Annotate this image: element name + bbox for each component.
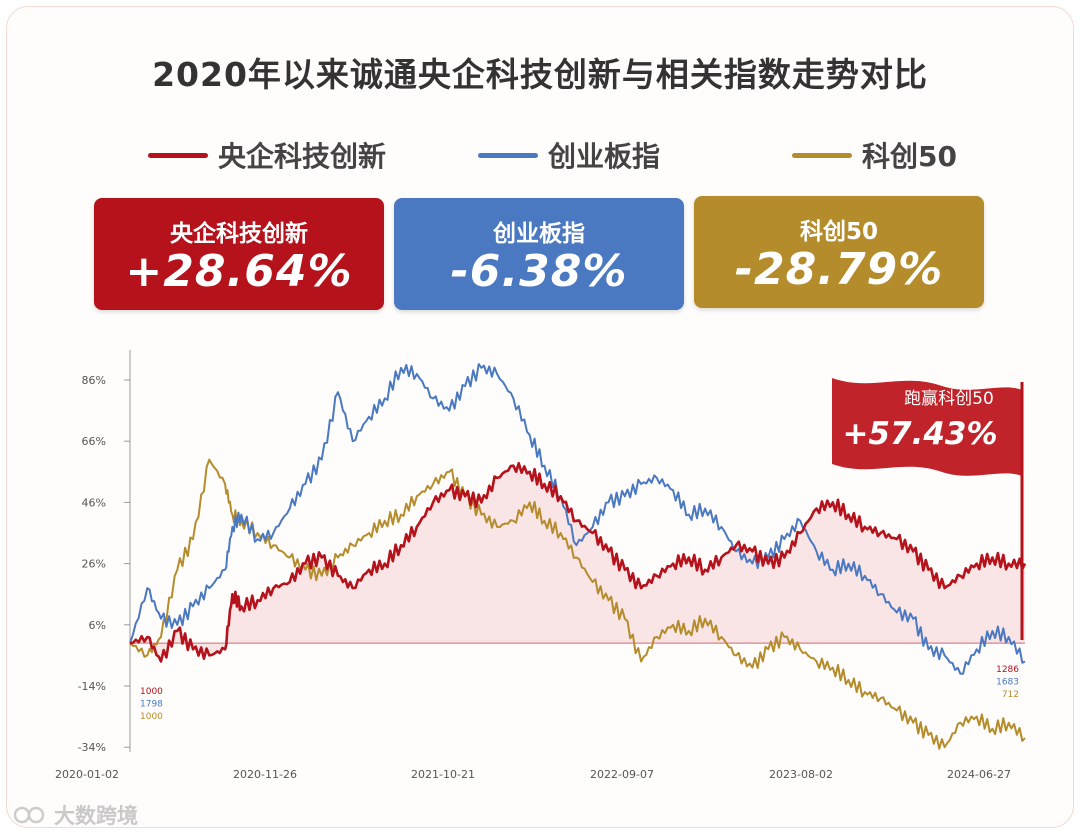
flag-icon: 跑赢科创50 +57.43% — [832, 378, 1024, 640]
start-value-label: 1000 — [140, 712, 163, 722]
card-value: +28.64% — [125, 246, 353, 297]
y-tick-label: -14% — [78, 680, 106, 693]
y-tick-label: 66% — [82, 435, 106, 448]
end-value-label: 712 — [1002, 690, 1019, 700]
legend-label: 央企科技创新 — [218, 140, 387, 173]
return-card-central-soe: 央企科技创新 +28.64% — [94, 198, 384, 310]
chart-title: 2020年以来诚通央企科技创新与相关指数走势对比 — [152, 55, 928, 94]
return-card-star50: 科创50 -28.79% — [694, 196, 984, 308]
legend-label: 创业板指 — [548, 140, 661, 173]
outperformance-fill-area — [130, 463, 1025, 662]
start-value-label: 1000 — [140, 687, 163, 697]
x-tick-label: 2020-11-26 — [233, 768, 297, 781]
return-card-chinext: 创业板指 -6.38% — [394, 198, 684, 310]
card-value: -6.38% — [450, 246, 628, 297]
legend-label: 科创50 — [862, 140, 957, 173]
card-name: 央企科技创新 — [170, 221, 308, 247]
card-name: 创业板指 — [493, 221, 585, 247]
end-value-label: 1286 — [996, 665, 1019, 675]
x-tick-label: 2023-08-02 — [769, 768, 833, 781]
brand-logo-icon — [14, 806, 45, 824]
legend-line-red — [148, 152, 208, 158]
end-value-label: 1683 — [996, 678, 1019, 688]
x-tick-label: 2020-01-02 — [55, 768, 119, 781]
flag-value: +57.43% — [842, 416, 997, 452]
series-line-star50 — [129, 458, 1026, 750]
x-tick-label: 2021-10-21 — [411, 768, 475, 781]
y-tick-label: 6% — [89, 619, 106, 632]
y-tick-label: 86% — [82, 374, 106, 387]
card-name: 科创50 — [799, 219, 878, 245]
series-line-central-soe — [129, 461, 1027, 663]
start-value-label: 1798 — [140, 700, 163, 710]
y-tick-label: 26% — [82, 558, 106, 571]
card-value: -28.79% — [734, 244, 944, 295]
y-tick-label: -34% — [78, 741, 106, 754]
flag-label: 跑赢科创50 — [904, 389, 994, 409]
watermark-text: 大数跨境 — [54, 804, 138, 828]
legend-line-gold — [792, 152, 852, 158]
legend-item-chinext: 创业板指 — [478, 138, 661, 173]
series-line-chinext — [129, 363, 1026, 675]
legend-line-blue — [478, 152, 538, 158]
x-tick-label: 2022-09-07 — [590, 768, 654, 781]
y-tick-label: 46% — [82, 496, 106, 509]
legend-item-central-soe: 央企科技创新 — [148, 138, 387, 173]
watermark: 大数跨境 — [14, 800, 138, 830]
x-tick-label: 2024-06-27 — [947, 768, 1011, 781]
legend-item-star50: 科创50 — [792, 138, 957, 173]
flag-banner — [832, 378, 1022, 476]
